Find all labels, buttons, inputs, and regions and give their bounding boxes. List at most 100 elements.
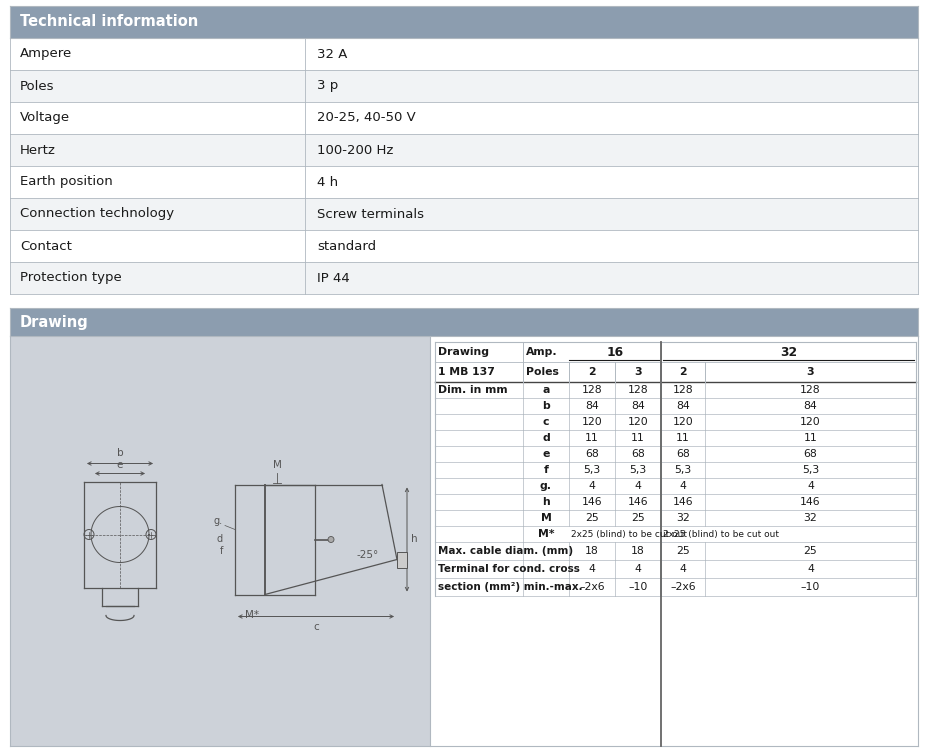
Text: 5,3: 5,3	[583, 465, 600, 475]
Text: 128: 128	[627, 385, 648, 395]
Text: 120: 120	[627, 417, 648, 427]
Text: 4: 4	[679, 564, 686, 574]
Text: h: h	[541, 497, 550, 507]
Text: Dim. in mm: Dim. in mm	[438, 385, 507, 395]
Text: Max. cable diam. (mm): Max. cable diam. (mm)	[438, 546, 573, 556]
Text: 2x25 (blind) to be cut out: 2x25 (blind) to be cut out	[570, 529, 686, 538]
Text: 4 h: 4 h	[317, 176, 337, 188]
Circle shape	[327, 537, 334, 542]
Text: Terminal for cond. cross: Terminal for cond. cross	[438, 564, 579, 574]
Text: Ampere: Ampere	[20, 48, 72, 60]
Text: 84: 84	[676, 401, 689, 411]
Text: 146: 146	[581, 497, 602, 507]
Text: 4: 4	[679, 481, 686, 491]
Text: 120: 120	[581, 417, 602, 427]
Text: 5,3: 5,3	[801, 465, 819, 475]
Text: 68: 68	[803, 449, 817, 459]
Text: 3: 3	[633, 367, 641, 377]
Text: b: b	[117, 448, 123, 458]
Text: e: e	[541, 449, 549, 459]
Text: 16: 16	[605, 345, 623, 358]
Text: 100-200 Hz: 100-200 Hz	[317, 143, 393, 157]
Text: 11: 11	[630, 433, 644, 443]
Text: 32: 32	[676, 513, 689, 523]
Text: 4: 4	[806, 564, 813, 574]
Text: 32 A: 32 A	[317, 48, 347, 60]
Text: 2: 2	[679, 367, 686, 377]
Bar	[10, 166, 917, 198]
Text: h: h	[411, 535, 417, 544]
Text: b: b	[541, 401, 550, 411]
Text: 128: 128	[581, 385, 602, 395]
Text: 32: 32	[803, 513, 817, 523]
Text: 84: 84	[803, 401, 817, 411]
Bar	[10, 38, 917, 70]
Text: 25: 25	[803, 546, 817, 556]
Text: 4: 4	[806, 481, 813, 491]
Text: Poles: Poles	[526, 367, 558, 377]
Text: –10: –10	[628, 582, 647, 592]
Text: Hertz: Hertz	[20, 143, 56, 157]
Bar	[397, 551, 407, 568]
Text: 4: 4	[634, 564, 641, 574]
Text: 2: 2	[588, 367, 595, 377]
Text: g.: g.	[540, 481, 552, 491]
Text: d: d	[541, 433, 550, 443]
Text: 5,3: 5,3	[674, 465, 691, 475]
Text: 1 MB 137: 1 MB 137	[438, 367, 494, 377]
Text: –10: –10	[800, 582, 819, 592]
Text: M: M	[540, 513, 551, 523]
Text: 2x25 (blind) to be cut out: 2x25 (blind) to be cut out	[662, 529, 778, 538]
Text: c: c	[542, 417, 549, 427]
Bar	[10, 102, 917, 134]
Text: a: a	[541, 385, 549, 395]
Text: IP 44: IP 44	[317, 271, 349, 284]
Bar	[429, 336, 917, 746]
Text: Poles: Poles	[20, 79, 55, 93]
Text: g.: g.	[213, 516, 222, 526]
Text: 146: 146	[672, 497, 692, 507]
Bar	[10, 336, 429, 746]
Text: -25°: -25°	[357, 550, 379, 559]
Text: M*: M*	[245, 611, 259, 621]
Text: M*: M*	[537, 529, 553, 539]
Text: –2x6: –2x6	[578, 582, 604, 592]
Text: Drawing: Drawing	[438, 347, 489, 357]
Text: 18: 18	[630, 546, 644, 556]
Text: 3 p: 3 p	[317, 79, 337, 93]
Text: 146: 146	[799, 497, 819, 507]
Text: 11: 11	[585, 433, 598, 443]
Text: –2x6: –2x6	[669, 582, 695, 592]
Bar	[10, 198, 917, 230]
Text: 25: 25	[676, 546, 689, 556]
Text: 11: 11	[803, 433, 817, 443]
Bar	[10, 262, 917, 294]
Bar	[10, 134, 917, 166]
Text: 128: 128	[672, 385, 692, 395]
Text: 68: 68	[585, 449, 598, 459]
Text: 3: 3	[806, 367, 813, 377]
Text: c: c	[312, 621, 319, 632]
Text: 4: 4	[588, 564, 595, 574]
Bar	[10, 70, 917, 102]
Text: 20-25, 40-50 V: 20-25, 40-50 V	[317, 112, 415, 124]
Text: Amp.: Amp.	[526, 347, 557, 357]
Text: M: M	[273, 459, 281, 470]
Text: 120: 120	[799, 417, 820, 427]
Text: 32: 32	[779, 345, 796, 358]
Text: Connection technology: Connection technology	[20, 207, 174, 220]
Text: 68: 68	[676, 449, 689, 459]
Text: 84: 84	[630, 401, 644, 411]
Text: 5,3: 5,3	[629, 465, 646, 475]
Text: 11: 11	[676, 433, 689, 443]
Text: Screw terminals: Screw terminals	[317, 207, 424, 220]
Text: 25: 25	[630, 513, 644, 523]
Text: 25: 25	[585, 513, 598, 523]
Text: Drawing: Drawing	[20, 314, 89, 329]
Text: Technical information: Technical information	[20, 14, 198, 29]
Text: standard: standard	[317, 240, 375, 253]
Bar	[10, 230, 917, 262]
Text: 120: 120	[672, 417, 692, 427]
Text: d: d	[217, 535, 222, 544]
Text: Earth position: Earth position	[20, 176, 112, 188]
